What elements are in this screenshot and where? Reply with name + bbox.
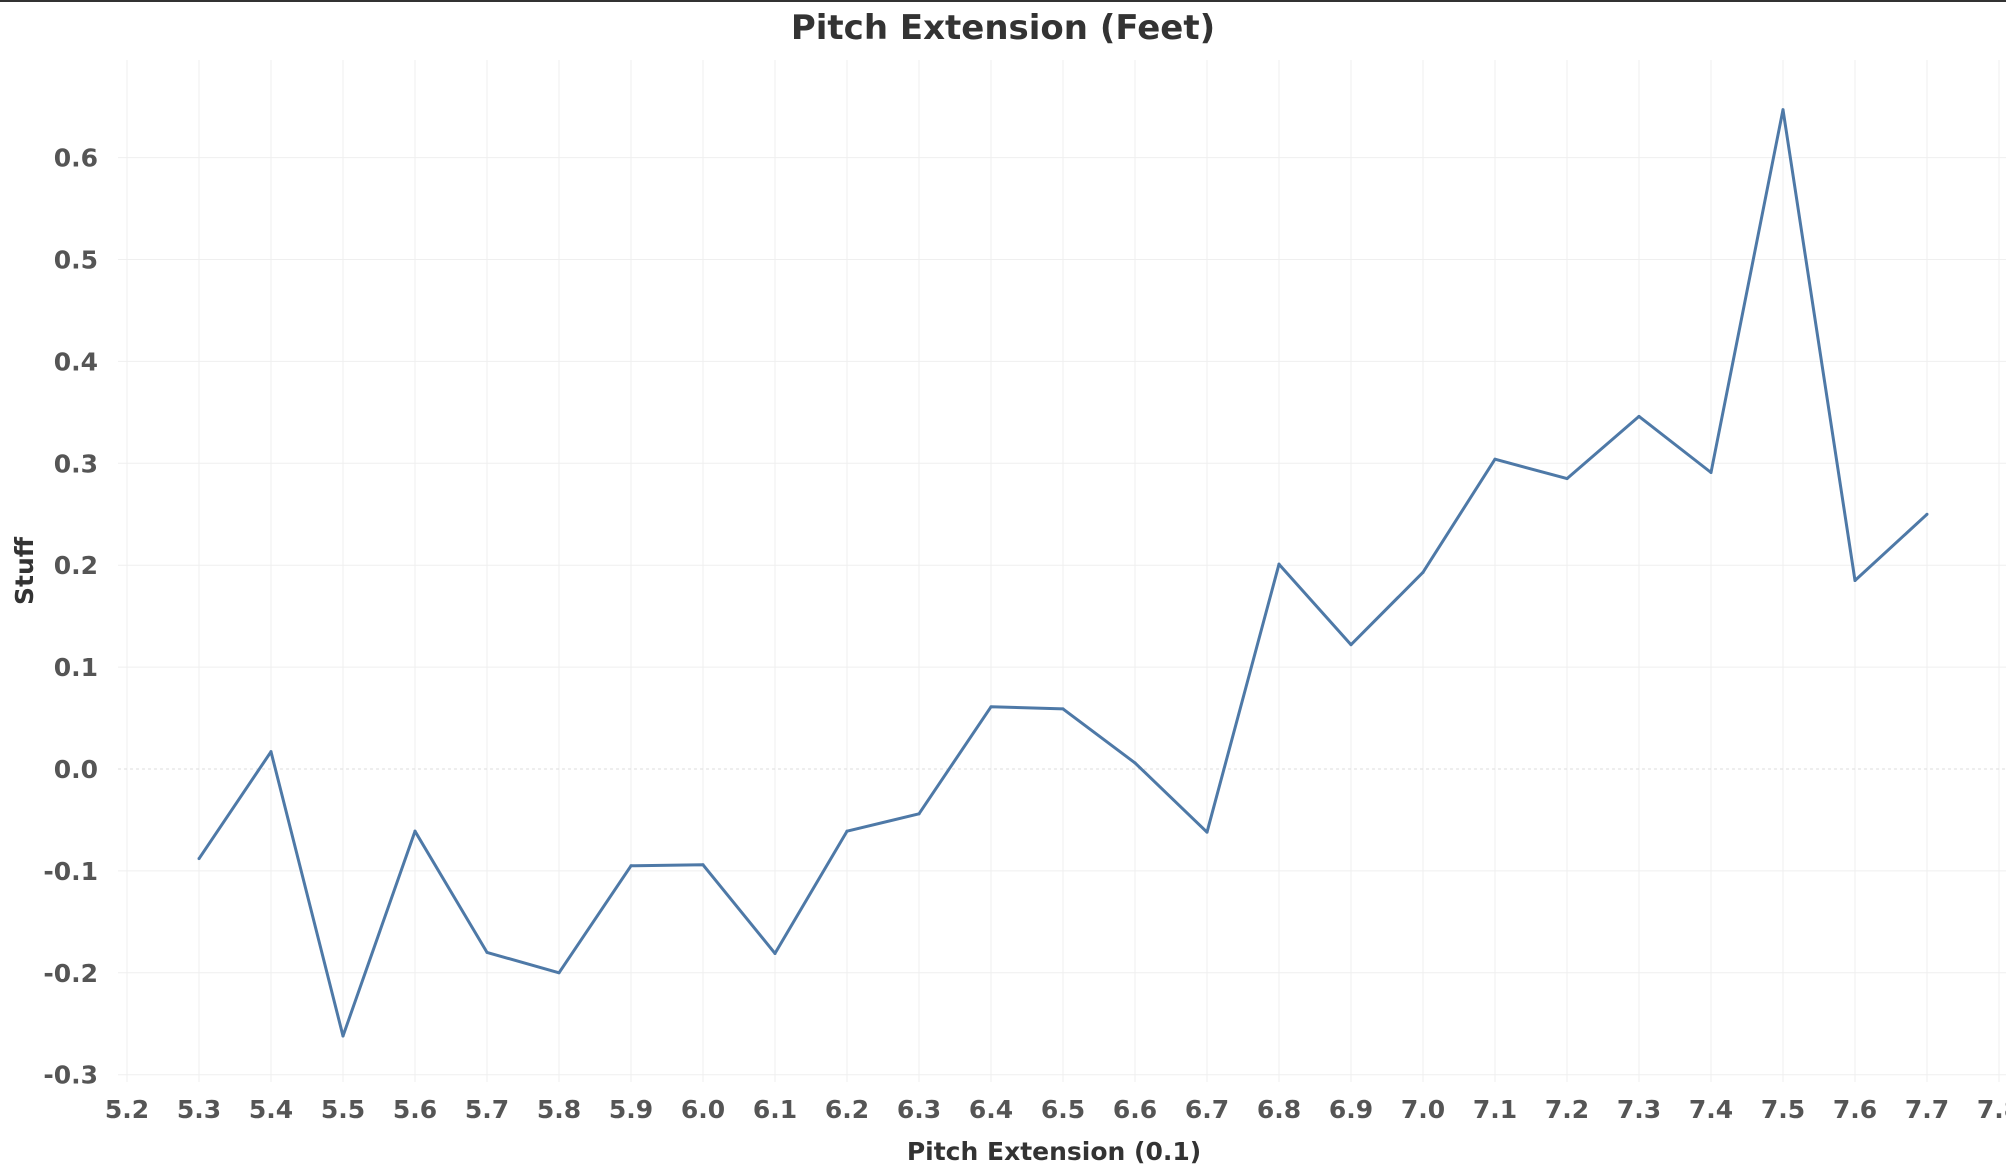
x-tick-label: 5.7 — [465, 1095, 509, 1124]
x-tick-label: 6.8 — [1257, 1095, 1301, 1124]
y-tick-label: -0.3 — [43, 1061, 98, 1090]
x-tick-label: 5.9 — [609, 1095, 653, 1124]
x-tick-label: 6.7 — [1185, 1095, 1229, 1124]
data-point — [1709, 470, 1713, 474]
y-tick-label: 0.5 — [54, 246, 98, 275]
data-point — [1133, 761, 1137, 765]
data-point — [1205, 830, 1209, 834]
x-tick-label: 7.8 — [1977, 1095, 2006, 1124]
data-point — [1421, 570, 1425, 574]
data-point — [1781, 108, 1785, 112]
y-tick-label: -0.1 — [43, 857, 98, 886]
data-point — [557, 971, 561, 975]
data-point — [197, 857, 201, 861]
x-tick-label: 6.3 — [897, 1095, 941, 1124]
x-tick-label: 6.0 — [681, 1095, 725, 1124]
series-layer — [197, 108, 1929, 1038]
data-point — [989, 705, 993, 709]
top-border — [0, 0, 2006, 2]
chart-title: Pitch Extension (Feet) — [790, 8, 1216, 48]
data-point — [1277, 562, 1281, 566]
x-tick-label: 7.6 — [1833, 1095, 1877, 1124]
x-tick-label: 5.4 — [249, 1095, 293, 1124]
x-tick-label: 6.9 — [1329, 1095, 1373, 1124]
x-tick-label: 7.5 — [1761, 1095, 1805, 1124]
data-point — [413, 829, 417, 833]
x-tick-label: 7.1 — [1473, 1095, 1517, 1124]
data-point — [845, 829, 849, 833]
x-axis-label: Pitch Extension (0.1) — [907, 1137, 1201, 1166]
y-tick-label: 0.3 — [54, 449, 98, 478]
y-axis-label: Stuff — [10, 536, 39, 605]
data-point — [1493, 457, 1497, 461]
x-tick-label: 5.2 — [105, 1095, 149, 1124]
x-tick-label: 7.3 — [1617, 1095, 1661, 1124]
y-tick-label: 0.2 — [54, 551, 98, 580]
data-point — [1853, 578, 1857, 582]
gridlines — [118, 60, 2006, 1082]
data-point — [1637, 414, 1641, 418]
data-point — [701, 863, 705, 867]
x-tick-label: 7.4 — [1689, 1095, 1733, 1124]
tick-labels: 5.2 5.3 5.4 5.5 5.6 5.7 5.8 5.9 6.0 6.1 6.2 6.3 6.4 6… — [43, 144, 2006, 1124]
data-point — [1565, 477, 1569, 481]
data-point — [485, 950, 489, 954]
x-tick-label: 5.6 — [393, 1095, 437, 1124]
x-tick-label: 6.5 — [1041, 1095, 1085, 1124]
y-tick-label: 0.1 — [54, 653, 98, 682]
data-point — [1925, 512, 1929, 516]
data-point — [1061, 707, 1065, 711]
x-tick-label: 5.3 — [177, 1095, 221, 1124]
data-point — [269, 750, 273, 754]
x-tick-label: 6.1 — [753, 1095, 797, 1124]
x-tick-label: 6.4 — [969, 1095, 1013, 1124]
x-tick-label: 5.8 — [537, 1095, 581, 1124]
data-point — [773, 951, 777, 955]
y-tick-label: 0.0 — [54, 755, 98, 784]
x-tick-label: 6.6 — [1113, 1095, 1157, 1124]
x-tick-label: 7.7 — [1905, 1095, 1949, 1124]
x-tick-label: 6.2 — [825, 1095, 869, 1124]
data-point — [1349, 643, 1353, 647]
y-tick-label: 0.6 — [54, 144, 98, 173]
data-point — [341, 1034, 345, 1038]
data-point — [629, 864, 633, 868]
x-tick-label: 7.2 — [1545, 1095, 1589, 1124]
y-tick-label: -0.2 — [43, 959, 98, 988]
data-point — [917, 812, 921, 816]
x-tick-label: 7.0 — [1401, 1095, 1445, 1124]
y-tick-label: 0.4 — [54, 347, 98, 376]
x-tick-label: 5.5 — [321, 1095, 365, 1124]
